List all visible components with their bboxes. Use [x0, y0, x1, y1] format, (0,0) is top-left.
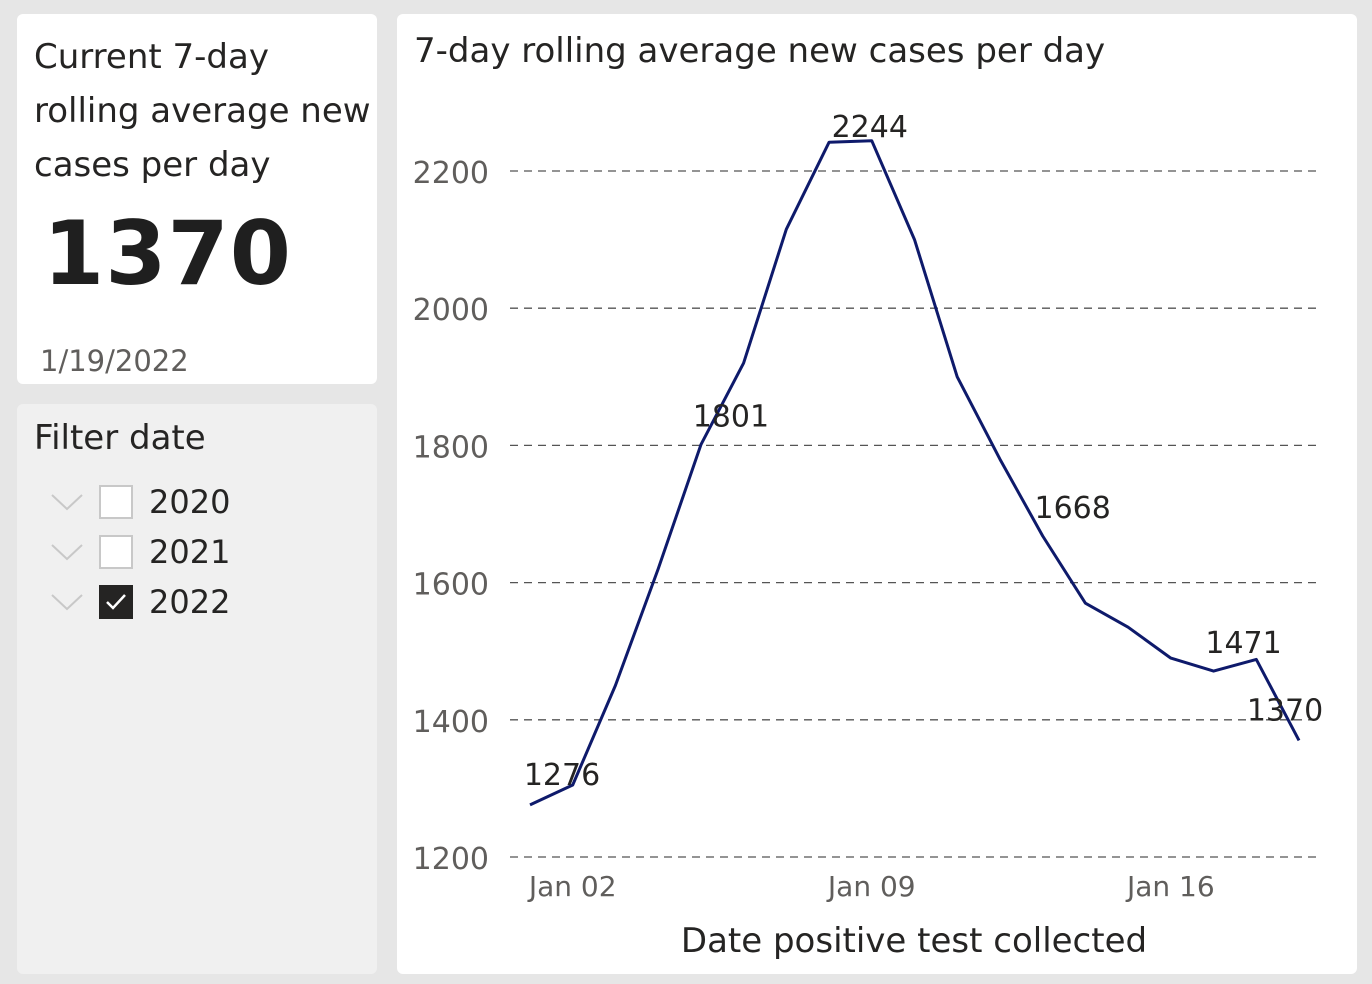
y-tick-label: 2000: [413, 293, 489, 328]
y-tick-label: 1800: [413, 430, 489, 465]
y-tick-label: 1400: [413, 705, 489, 740]
data-label: 1801: [693, 400, 769, 435]
filter-item-2022[interactable]: 2022: [47, 582, 347, 622]
line-chart-card: 7-day rolling average new cases per day …: [397, 14, 1357, 974]
line-chart: 7-day rolling average new cases per day …: [413, 31, 1324, 961]
filter-item-label: 2020: [149, 483, 231, 521]
filter-item-2021[interactable]: 2021: [47, 532, 347, 572]
kpi-card: Current 7-day rolling average new cases …: [17, 14, 377, 384]
filter-item-2020[interactable]: 2020: [47, 482, 347, 522]
data-label: 1471: [1205, 626, 1281, 661]
data-label: 1276: [524, 758, 600, 793]
filter-item-label: 2022: [149, 583, 231, 621]
y-tick-label: 2200: [413, 156, 489, 191]
chevron-down-icon[interactable]: [47, 532, 87, 572]
x-tick-label: Jan 02: [527, 870, 617, 903]
checkbox-2022[interactable]: [99, 585, 133, 619]
y-tick-label: 1200: [413, 842, 489, 877]
series-line[interactable]: [529, 139, 1301, 807]
filter-item-label: 2021: [149, 533, 231, 571]
kpi-value: 1370: [43, 202, 292, 305]
data-label: 1668: [1034, 491, 1110, 526]
checkbox-2021[interactable]: [99, 535, 133, 569]
filter-title: Filter date: [34, 418, 206, 458]
checkbox-2020[interactable]: [99, 485, 133, 519]
checkmark-icon: [106, 594, 126, 610]
chevron-down-icon[interactable]: [47, 482, 87, 522]
x-tick-label: Jan 16: [1125, 870, 1215, 903]
x-tick-label: Jan 09: [826, 870, 916, 903]
chevron-down-icon[interactable]: [47, 582, 87, 622]
chart-title: 7-day rolling average new cases per day: [414, 31, 1105, 71]
filter-date-slicer: Filter date 2020 2021 2022: [17, 404, 377, 974]
data-label: 2244: [832, 110, 908, 145]
kpi-title: Current 7-day rolling average new cases …: [34, 37, 371, 185]
x-axis-title: Date positive test collected: [681, 921, 1147, 961]
kpi-date: 1/19/2022: [40, 344, 189, 378]
data-label: 1370: [1247, 693, 1323, 728]
y-tick-label: 1600: [413, 568, 489, 603]
